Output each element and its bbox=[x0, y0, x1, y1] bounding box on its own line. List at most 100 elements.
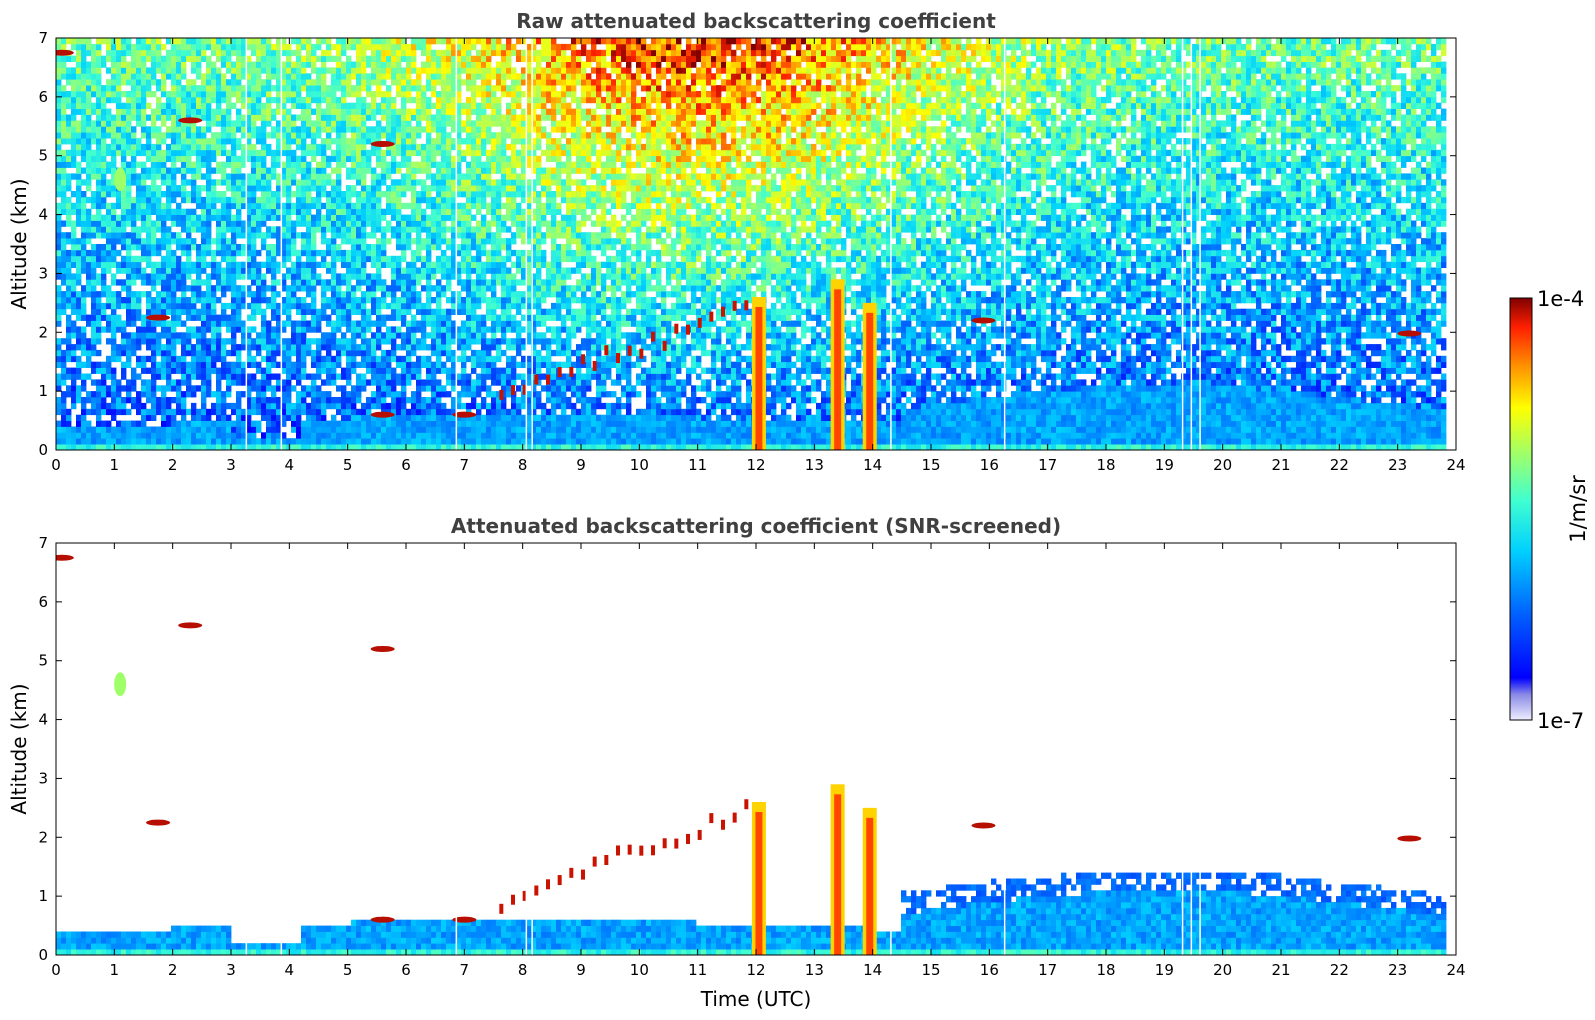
heatmap-cell bbox=[376, 185, 382, 192]
heatmap-cell bbox=[381, 167, 387, 174]
heatmap-cell bbox=[91, 255, 97, 263]
heatmap-cell bbox=[231, 344, 237, 351]
heatmap-cell bbox=[306, 208, 312, 215]
heatmap-cell bbox=[371, 438, 377, 445]
heatmap-cell bbox=[271, 108, 277, 115]
heatmap-cell bbox=[196, 191, 202, 198]
heatmap-cell bbox=[116, 91, 122, 98]
heatmap-cell bbox=[231, 67, 237, 74]
heatmap-cell bbox=[391, 202, 397, 210]
heatmap-cell bbox=[126, 191, 132, 198]
heatmap-cell bbox=[366, 114, 372, 121]
heatmap-cell bbox=[306, 202, 312, 210]
heatmap-cell bbox=[401, 126, 407, 133]
heatmap-cell bbox=[281, 279, 287, 286]
heatmap-cell bbox=[426, 302, 432, 310]
heatmap-cell bbox=[401, 155, 407, 162]
heatmap-cell bbox=[371, 67, 377, 74]
heatmap-cell bbox=[341, 367, 347, 374]
heatmap-cell bbox=[136, 108, 142, 115]
heatmap-cell bbox=[276, 120, 282, 127]
heatmap-cell bbox=[461, 414, 467, 421]
heatmap-cell bbox=[381, 179, 387, 186]
heatmap-cell bbox=[101, 373, 107, 380]
heatmap-cell bbox=[356, 361, 362, 368]
heatmap-cell bbox=[351, 361, 357, 368]
heatmap-cell bbox=[261, 120, 267, 127]
heatmap-cell bbox=[376, 332, 382, 339]
heatmap-cell bbox=[271, 196, 277, 204]
heatmap-cell bbox=[261, 102, 267, 109]
heatmap-cell bbox=[66, 196, 72, 204]
heatmap-cell bbox=[231, 196, 237, 204]
heatmap-cell bbox=[136, 191, 142, 198]
heatmap-cell bbox=[201, 43, 207, 51]
heatmap-cell bbox=[236, 402, 242, 410]
heatmap-cell bbox=[101, 402, 107, 410]
heatmap-cell bbox=[136, 291, 142, 298]
heatmap-cell bbox=[106, 326, 112, 333]
heatmap-cell bbox=[296, 196, 302, 204]
heatmap-cell bbox=[371, 244, 377, 251]
heatmap-cell bbox=[121, 67, 127, 74]
heatmap-cell bbox=[96, 414, 102, 421]
heatmap-cell bbox=[276, 191, 282, 198]
heatmap-cell bbox=[431, 402, 437, 410]
heatmap-cell bbox=[316, 414, 322, 421]
heatmap-cell bbox=[111, 238, 117, 245]
heatmap-cell bbox=[466, 326, 472, 333]
heatmap-cell bbox=[221, 85, 227, 92]
heatmap-cell bbox=[331, 320, 337, 327]
heatmap-cell bbox=[296, 73, 302, 80]
heatmap-cell bbox=[166, 38, 172, 45]
heatmap-cell bbox=[76, 179, 82, 186]
heatmap-cell bbox=[421, 255, 427, 263]
heatmap-cell bbox=[271, 332, 277, 339]
heatmap-cell bbox=[196, 373, 202, 380]
heatmap-cell bbox=[346, 314, 352, 321]
heatmap-cell bbox=[251, 355, 257, 363]
heatmap-cell bbox=[106, 49, 112, 57]
heatmap-cell bbox=[91, 61, 97, 68]
heatmap-cell bbox=[246, 126, 252, 133]
heatmap-cell bbox=[401, 102, 407, 109]
heatmap-cell bbox=[91, 132, 97, 139]
heatmap-cell bbox=[306, 320, 312, 327]
heatmap-cell bbox=[471, 232, 477, 239]
heatmap-cell bbox=[196, 420, 202, 427]
heatmap-cell bbox=[171, 432, 177, 439]
heatmap-cell bbox=[206, 361, 212, 368]
heatmap-cell bbox=[116, 120, 122, 127]
heatmap-cell bbox=[441, 438, 447, 445]
heatmap-cell bbox=[291, 73, 297, 80]
heatmap-cell bbox=[391, 38, 397, 45]
heatmap-cell bbox=[346, 408, 352, 416]
heatmap-cell bbox=[251, 238, 257, 245]
heatmap-cell bbox=[286, 49, 292, 57]
heatmap-cell bbox=[176, 102, 182, 109]
heatmap-cell bbox=[116, 143, 122, 151]
heatmap-cell bbox=[401, 273, 407, 280]
heatmap-cell bbox=[146, 391, 152, 398]
heatmap-cell bbox=[106, 79, 112, 86]
heatmap-cell bbox=[336, 114, 342, 121]
heatmap-cell bbox=[111, 349, 117, 357]
heatmap-cell bbox=[111, 167, 117, 174]
heatmap-cell bbox=[181, 185, 187, 192]
heatmap-cell bbox=[126, 161, 132, 168]
heatmap-cell bbox=[251, 191, 257, 198]
heatmap-cell bbox=[126, 314, 132, 321]
heatmap-cell bbox=[61, 220, 67, 227]
heatmap-cell bbox=[291, 202, 297, 210]
heatmap-cell bbox=[281, 73, 287, 80]
heatmap-cell bbox=[106, 244, 112, 251]
heatmap-cell bbox=[66, 420, 72, 427]
heatmap-cell bbox=[56, 155, 62, 162]
heatmap-cell bbox=[126, 232, 132, 239]
heatmap-cell bbox=[131, 420, 137, 427]
heatmap-cell bbox=[456, 308, 462, 315]
heatmap-cell bbox=[436, 355, 442, 363]
heatmap-cell bbox=[166, 273, 172, 280]
heatmap-cell bbox=[131, 444, 137, 450]
heatmap-cell bbox=[171, 438, 177, 445]
